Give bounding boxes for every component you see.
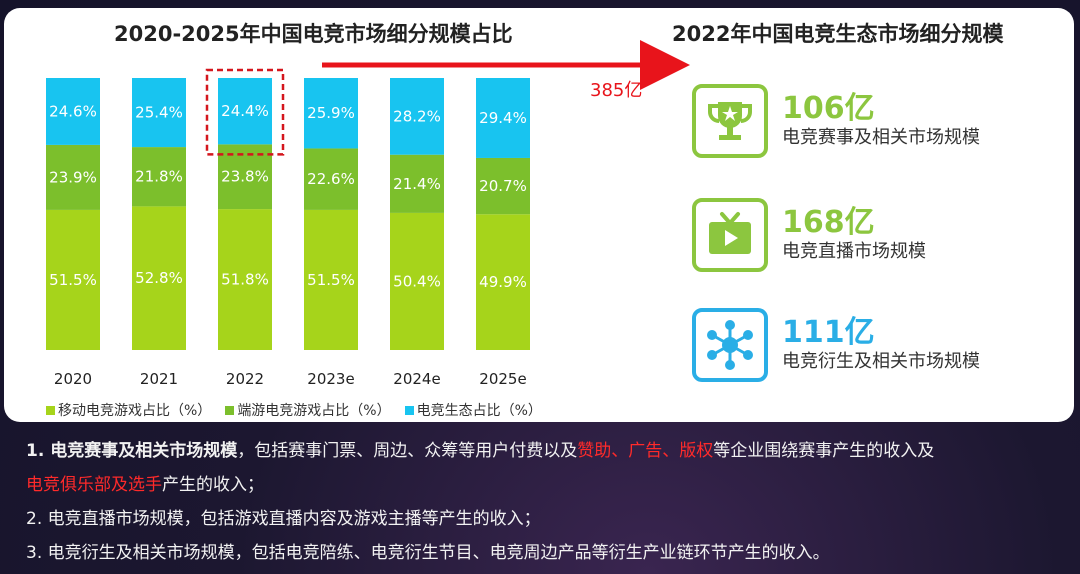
bar-segment-pc-2024e [390,154,444,213]
data-label-pc-2020: 23.9% [49,168,97,186]
bar-segment-mobile-2023e [304,209,358,350]
chart-title: 2020-2025年中国电竞市场细分规模占比 [114,22,513,46]
data-label-mobile-2025e: 49.9% [479,273,527,291]
legend-label-ecosystem: 电竞生态占比（%） [416,403,542,419]
legend-swatch-ecosystem [404,405,414,415]
legend-label-pc: 端游电竞游戏占比（%） [237,403,391,419]
bar-segment-mobile-2024e [390,212,444,350]
data-label-ecosystem-2020: 24.6% [49,102,97,120]
x-tick-label-2021: 2021 [140,370,178,388]
events-value: 106亿 [782,91,875,126]
note-1-text-c: 产生的收入； [162,475,264,495]
note-1-continued: 电竞俱乐部及选手产生的收入； [26,468,1066,502]
bar-segment-mobile-2021 [132,206,186,350]
bar-segment-pc-2025e [476,157,530,215]
data-label-pc-2024e: 21.4% [393,175,441,193]
x-tick-label-2020: 2020 [54,370,92,388]
bar-segment-mobile-2020 [46,209,100,350]
data-label-ecosystem-2024e: 28.2% [393,107,441,125]
ecosystem-item-streaming: 168亿 电竞直播市场规模 [692,198,926,272]
events-label: 电竞赛事及相关市场规模 [782,127,980,148]
derivative-label: 电竞衍生及相关市场规模 [782,351,980,372]
bar-segment-mobile-2022 [218,209,272,350]
ecosystem-title: 2022年中国电竞生态市场细分规模 [672,22,1004,46]
note-1: 1. 电竞赛事及相关市场规模，包括赛事门票、周边、众筹等用户付费以及赞助、广告、… [26,434,1066,468]
data-label-mobile-2024e: 50.4% [393,272,441,290]
derivative-value: 111亿 [782,315,875,350]
note-2: 2. 电竞直播市场规模，包括游戏直播内容及游戏主播等产生的收入； [26,509,541,529]
note-1-highlight-clubs: 电竞俱乐部及选手 [26,475,162,495]
data-label-pc-2025e: 20.7% [479,177,527,195]
data-label-ecosystem-2021: 25.4% [135,104,183,122]
data-label-pc-2023e: 22.6% [307,170,355,188]
legend-swatch-mobile [46,405,55,415]
bar-segment-pc-2021 [132,147,186,207]
ecosystem-item-events: 106亿 电竞赛事及相关市场规模 [692,84,980,158]
streaming-value: 168亿 [782,205,875,240]
x-tick-label-2022: 2022 [226,370,264,388]
bar-segment-ecosystem-2021 [132,78,186,148]
network-icon [692,308,768,382]
streaming-label: 电竞直播市场规模 [782,241,926,262]
x-tick-label-2023e: 2023e [307,370,354,388]
note-1-text-a: ，包括赛事门票、周边、众筹等用户付费以及 [237,441,578,461]
x-tick-label-2024e: 2024e [393,370,440,388]
data-label-ecosystem-2022: 24.4% [221,102,269,120]
note-1-highlight-ads: 广告 [628,441,663,461]
note-1-highlight-copyright: 版权 [679,441,714,461]
footnotes: 1. 电竞赛事及相关市场规模，包括赛事门票、周边、众筹等用户付费以及赞助、广告、… [26,434,1066,570]
trophy-icon [692,84,768,158]
data-label-ecosystem-2023e: 25.9% [307,104,355,122]
arrow-value-label: 385亿 [590,80,642,101]
data-label-pc-2022: 23.8% [221,168,269,186]
note-1-number: 1. [26,441,51,461]
bar-segment-ecosystem-2024e [390,78,444,155]
bar-segment-ecosystem-2023e [304,78,358,149]
note-1-separator-2: 、 [662,441,680,461]
data-label-mobile-2020: 51.5% [49,271,97,289]
stacked-bar-chart: 385亿 51.5% 23.9% 24.6% 2020 52.8% 21.8% 25.4% 2… [46,40,690,388]
legend-item-pc: 端游电竞游戏占比（%） [225,400,391,420]
note-1-text-b: 等企业围绕赛事产生的收入及 [713,441,935,461]
ecosystem-item-derivative: 111亿 电竞衍生及相关市场规模 [692,308,980,382]
note-3: 3. 电竞衍生及相关市场规模，包括电竞陪练、电竞衍生节目、电竞周边产品等衍生产业… [26,543,830,563]
data-label-mobile-2023e: 51.5% [307,271,355,289]
legend-item-ecosystem: 电竞生态占比（%） [404,400,542,420]
bar-segment-ecosystem-2025e [476,78,530,158]
legend-item-mobile: 移动电竞游戏占比（%） [46,400,211,420]
bar-segment-mobile-2025e [476,214,530,350]
data-label-mobile-2022: 51.8% [221,271,269,289]
note-1-highlight-sponsorship: 赞助 [577,441,612,461]
data-label-mobile-2021: 52.8% [135,269,183,287]
note-1-heading: 电竞赛事及相关市场规模 [50,441,238,461]
data-label-ecosystem-2025e: 29.4% [479,109,527,127]
bar-segment-ecosystem-2020 [46,78,100,145]
legend: 移动电竞游戏占比（%） 端游电竞游戏占比（%） 电竞生态占比（%） [46,400,542,420]
legend-swatch-pc [225,405,235,415]
note-1-separator-1: 、 [611,441,629,461]
legend-label-mobile: 移动电竞游戏占比（%） [58,403,212,419]
content-card: 2020-2025年中国电竞市场细分规模占比 2022年中国电竞生态市场细分规模… [4,8,1074,422]
bar-segment-pc-2023e [304,148,358,210]
data-label-pc-2021: 21.8% [135,168,183,186]
tv-icon [692,198,768,272]
bar-segment-ecosystem-2022 [218,78,272,145]
bar-segment-pc-2020 [46,144,100,210]
x-tick-label-2025e: 2025e [479,370,526,388]
